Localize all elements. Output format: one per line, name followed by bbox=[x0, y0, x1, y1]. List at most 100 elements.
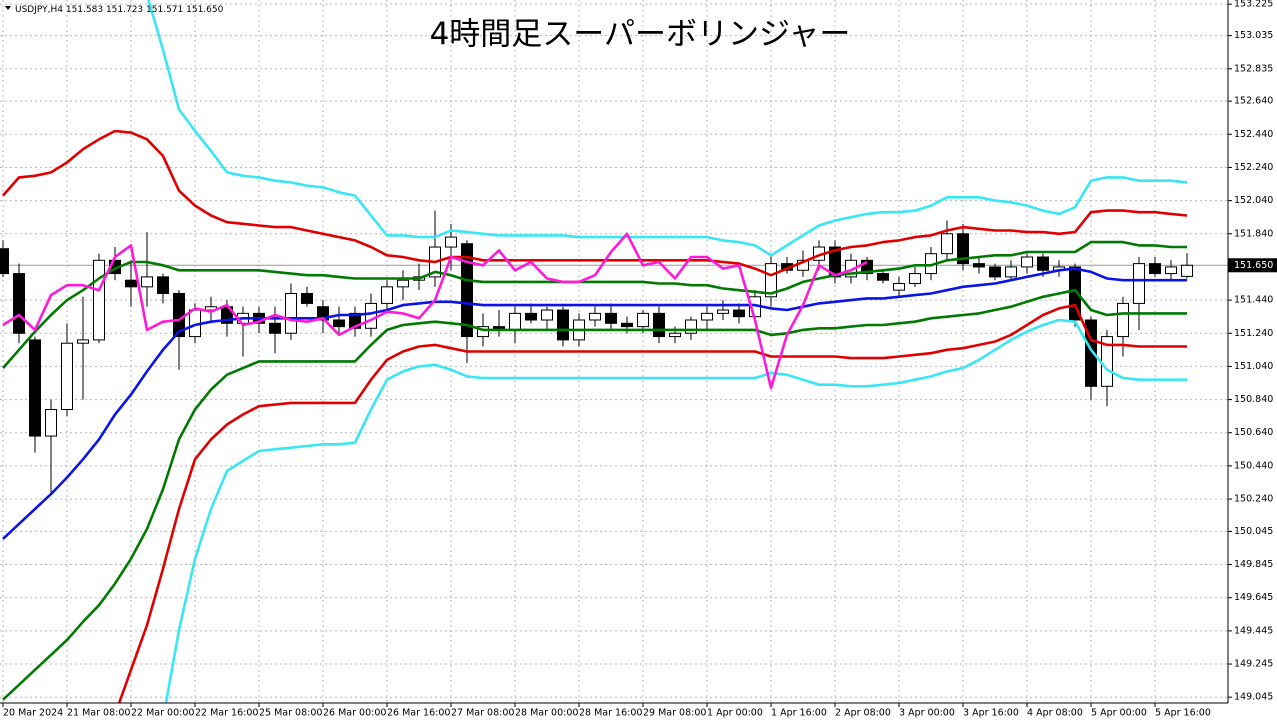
candle-body bbox=[61, 342, 73, 411]
candle-body bbox=[957, 233, 969, 265]
header: USDJPY,H4 151.583 151.723 151.571 151.65… bbox=[15, 5, 224, 15]
candle-body bbox=[45, 409, 57, 437]
candle-body bbox=[989, 266, 1001, 278]
header-close: 151.650 bbox=[186, 5, 223, 15]
band-line bbox=[2, 240, 1187, 369]
candle-body bbox=[157, 276, 169, 294]
y-tick-label: 151.240 bbox=[1234, 328, 1273, 339]
band-line bbox=[2, 288, 1187, 701]
band-line bbox=[164, 318, 1187, 703]
candle-body bbox=[381, 286, 393, 304]
x-tick-label: 5 Apr 00:00 bbox=[1091, 708, 1147, 719]
candle-body bbox=[77, 339, 89, 344]
candle-body bbox=[477, 326, 489, 338]
candle-body bbox=[397, 279, 409, 288]
candle-body bbox=[461, 243, 473, 338]
candle-body bbox=[93, 259, 105, 341]
candle-body bbox=[349, 312, 361, 329]
y-tick-label: 152.640 bbox=[1234, 96, 1273, 107]
y-tick-label: 149.045 bbox=[1234, 692, 1273, 703]
y-tick-label: 150.240 bbox=[1234, 494, 1273, 505]
band-line bbox=[147, 0, 1188, 257]
candle-body bbox=[621, 322, 633, 328]
y-tick-label: 149.645 bbox=[1234, 592, 1273, 603]
candle-body bbox=[893, 283, 905, 291]
candle-body bbox=[877, 273, 889, 281]
candle-body bbox=[669, 332, 681, 338]
candle-body bbox=[365, 302, 377, 329]
x-tick-label: 29 Mar 08:00 bbox=[643, 708, 706, 719]
y-tick-label: 149.845 bbox=[1234, 559, 1273, 570]
last-price-box bbox=[1228, 258, 1277, 273]
x-tick-label: 3 Apr 00:00 bbox=[899, 708, 955, 719]
y-tick-label: 151.840 bbox=[1234, 228, 1273, 239]
candle-body bbox=[973, 263, 985, 268]
candle-body bbox=[0, 248, 9, 275]
candle-body bbox=[909, 273, 921, 285]
x-tick-label: 28 Mar 00:00 bbox=[515, 708, 578, 719]
x-tick-label: 26 Mar 16:00 bbox=[387, 708, 450, 719]
y-tick-label: 150.440 bbox=[1234, 460, 1273, 471]
candle-body bbox=[525, 312, 537, 321]
candle-body bbox=[13, 273, 25, 334]
band-line bbox=[2, 129, 1188, 277]
candle-body bbox=[301, 292, 313, 304]
header-high: 151.723 bbox=[106, 5, 143, 15]
candle-body bbox=[509, 312, 521, 331]
candle-body bbox=[1181, 264, 1193, 277]
band-line bbox=[2, 267, 1187, 540]
y-tick-label: 151.040 bbox=[1234, 361, 1273, 372]
y-tick-label: 149.445 bbox=[1234, 625, 1273, 636]
chart-title: 4時間足スーパーボリンジャー bbox=[430, 17, 851, 53]
candle-body bbox=[445, 236, 457, 248]
symbol: USDJPY,H4 bbox=[15, 5, 63, 15]
y-tick-label: 152.040 bbox=[1234, 195, 1273, 206]
candle-body bbox=[1117, 302, 1129, 338]
candle-body bbox=[701, 312, 713, 321]
candle-body bbox=[1149, 263, 1161, 275]
x-tick-label: 3 Apr 16:00 bbox=[963, 708, 1019, 719]
candle-body bbox=[541, 309, 553, 321]
candle-body bbox=[333, 319, 345, 328]
y-tick-label: 151.440 bbox=[1234, 295, 1273, 306]
band-line bbox=[117, 303, 1187, 703]
x-tick-label: 22 Mar 00:00 bbox=[131, 708, 194, 719]
candle-body bbox=[717, 309, 729, 314]
candle-body bbox=[1165, 266, 1177, 275]
x-tick-label: 21 Mar 08:00 bbox=[67, 708, 130, 719]
x-tick-label: 27 Mar 08:00 bbox=[451, 708, 514, 719]
candle-body bbox=[269, 322, 281, 334]
candle-body bbox=[29, 339, 41, 437]
candle-body bbox=[829, 246, 841, 278]
candle-body bbox=[861, 259, 873, 275]
candle-body bbox=[1005, 266, 1017, 278]
bands bbox=[2, 0, 1188, 703]
x-tick-label: 20 Mar 2024 bbox=[3, 708, 63, 719]
candle-body bbox=[733, 309, 745, 318]
candle-body bbox=[125, 279, 137, 288]
y-tick-label: 153.035 bbox=[1234, 30, 1273, 41]
x-tick-label: 22 Mar 16:00 bbox=[195, 708, 258, 719]
candle-body bbox=[605, 312, 617, 324]
y-tick-label: 152.440 bbox=[1234, 129, 1273, 140]
candle-body bbox=[1085, 319, 1097, 387]
candle-body bbox=[141, 276, 153, 288]
y-tick-label: 150.840 bbox=[1234, 394, 1273, 405]
candle-body bbox=[1069, 266, 1081, 321]
x-tick-label: 2 Apr 08:00 bbox=[835, 708, 891, 719]
x-tick-label: 5 Apr 16:00 bbox=[1155, 708, 1211, 719]
header-low: 151.571 bbox=[146, 5, 183, 15]
candle-body bbox=[1021, 256, 1033, 268]
candle-body bbox=[941, 233, 953, 255]
last-price-label: 151.650 bbox=[1234, 260, 1273, 271]
header-open: 151.583 bbox=[66, 5, 103, 15]
x-tick-label: 28 Mar 16:00 bbox=[579, 708, 642, 719]
x-tick-label: 1 Apr 00:00 bbox=[707, 708, 763, 719]
x-tick-label: 4 Apr 08:00 bbox=[1027, 708, 1083, 719]
candle-body bbox=[1133, 263, 1145, 304]
y-tick-label: 152.835 bbox=[1234, 63, 1273, 74]
